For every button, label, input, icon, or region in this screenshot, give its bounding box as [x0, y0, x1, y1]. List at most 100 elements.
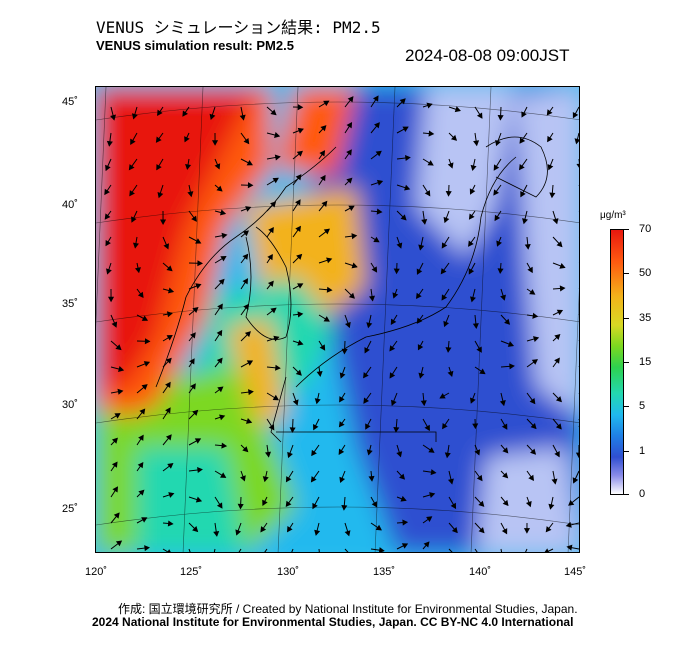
wind-arrow [578, 185, 579, 187]
wind-arrow [525, 548, 528, 552]
wind-arrow [156, 158, 164, 171]
wind-arrow [318, 548, 320, 552]
wind-arrow [441, 288, 450, 301]
wind-arrow [422, 492, 436, 498]
wind-arrow [105, 158, 112, 172]
wind-arrow [341, 340, 348, 355]
wind-arrow [445, 340, 452, 353]
wind-arrow [494, 210, 502, 222]
wind-arrow [421, 210, 428, 225]
wind-arrow [214, 386, 224, 394]
lon-line-2 [277, 87, 299, 552]
wind-arrow [136, 408, 146, 420]
wind-arrow [396, 495, 407, 502]
wind-arrow [287, 444, 294, 459]
wind-arrow [552, 444, 560, 458]
wind-arrow [318, 200, 328, 212]
wind-arrow [474, 366, 486, 375]
wind-arrow [578, 340, 579, 341]
wind-arrow [448, 548, 457, 552]
domain-boundary-inner [276, 431, 437, 442]
wind-arrow [441, 236, 450, 249]
wind-arrow [578, 314, 579, 315]
wind-arrow [162, 236, 170, 250]
wind-arrow [422, 469, 437, 476]
wind-arrow [130, 132, 138, 145]
wind-arrow [344, 96, 354, 108]
wind-arrow [422, 130, 435, 137]
wind-arrow [370, 496, 378, 508]
wind-arrow [110, 340, 122, 351]
minimal-region-north [416, 87, 516, 257]
wind-arrow [474, 470, 483, 482]
wind-arrow [526, 312, 539, 319]
wind-arrow [260, 522, 268, 533]
wind-arrow [214, 303, 223, 316]
lon-label-130: 130˚ [277, 566, 300, 578]
wind-arrow [214, 158, 221, 170]
wind-arrow [546, 106, 554, 116]
wind-arrow [552, 357, 560, 368]
wind-arrow [472, 314, 479, 329]
wind-arrow [240, 470, 246, 482]
colorbar-label-1: 1 [639, 445, 646, 457]
wind-arrow [552, 262, 566, 269]
wind-arrow [188, 307, 199, 316]
wind-arrow [442, 418, 450, 430]
lat-label-35: 35˚ [62, 298, 78, 310]
wind-arrow [266, 335, 280, 342]
wind-arrow [363, 392, 372, 404]
wind-arrow [474, 340, 482, 353]
wind-arrow [266, 307, 277, 316]
wind-arrow [312, 496, 320, 510]
wind-arrow [344, 314, 351, 329]
wind-arrow [136, 545, 150, 552]
wind-arrow [240, 389, 254, 396]
wind-arrow [468, 210, 476, 220]
wind-arrow [396, 519, 409, 526]
wind-arrow [240, 360, 254, 368]
colorbar-label-0: 0 [639, 488, 646, 500]
wind-arrow [266, 253, 273, 264]
wind-arrow [370, 262, 378, 273]
wind-arrow [240, 418, 253, 424]
wind-arrow [396, 470, 406, 480]
wind-arrow [344, 122, 353, 134]
wind-arrow [500, 314, 511, 325]
wind-arrow [128, 158, 138, 171]
wind-arrow [110, 437, 118, 446]
wind-arrow [552, 418, 562, 430]
wind-arrow [344, 522, 351, 537]
wind-arrow [162, 407, 171, 420]
wind-arrow [285, 470, 294, 483]
wind-arrow [240, 278, 249, 290]
wind-arrow [344, 177, 353, 186]
wind-arrow [240, 444, 249, 453]
wind-arrow [110, 106, 116, 121]
wind-arrow [318, 228, 331, 238]
wind-arrow [213, 548, 216, 552]
wind-arrow [366, 444, 373, 456]
wind-arrow [572, 470, 579, 484]
wind-arrow [110, 388, 124, 395]
wind-arrow [565, 521, 579, 528]
wind-arrow [338, 418, 346, 428]
wind-arrow [396, 126, 409, 134]
lon-line-1 [182, 87, 204, 552]
wind-arrow [289, 418, 296, 433]
lon-label-140: 140˚ [469, 566, 492, 578]
wind-arrow [526, 262, 533, 274]
wind-arrow [318, 286, 333, 293]
wind-arrow [500, 444, 509, 454]
wind-arrow [416, 262, 424, 275]
wind-arrow [136, 434, 144, 446]
wind-arrow [266, 364, 281, 371]
wind-arrow [214, 255, 227, 264]
wind-arrow [344, 548, 349, 552]
lat-label-45: 45˚ [62, 96, 78, 108]
wind-arrow [447, 158, 454, 169]
wind-arrow [500, 418, 508, 430]
wind-arrow [136, 517, 148, 524]
wind-arrow [526, 418, 537, 430]
wind-arrow [522, 210, 528, 225]
